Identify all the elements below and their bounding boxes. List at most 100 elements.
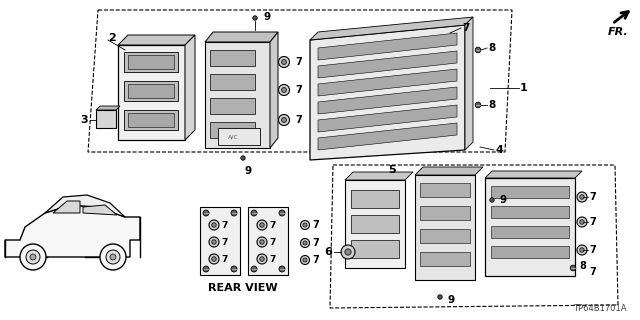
Polygon shape <box>118 45 185 140</box>
Circle shape <box>257 237 267 247</box>
Polygon shape <box>248 207 288 275</box>
Circle shape <box>106 250 120 264</box>
Circle shape <box>251 266 257 272</box>
Circle shape <box>212 223 216 227</box>
Polygon shape <box>128 55 174 69</box>
Text: 7: 7 <box>269 254 275 263</box>
Circle shape <box>257 220 267 230</box>
Text: 9: 9 <box>263 12 270 22</box>
Text: 9: 9 <box>447 295 454 305</box>
Polygon shape <box>345 172 413 180</box>
Circle shape <box>345 249 351 255</box>
Circle shape <box>260 223 264 227</box>
Text: 7: 7 <box>589 267 596 277</box>
Polygon shape <box>420 229 470 243</box>
Polygon shape <box>53 201 80 213</box>
Text: TP64B1701A: TP64B1701A <box>573 304 627 313</box>
Circle shape <box>253 16 257 20</box>
Circle shape <box>260 240 264 244</box>
Circle shape <box>570 265 576 271</box>
Circle shape <box>301 220 310 229</box>
Circle shape <box>209 237 219 247</box>
Circle shape <box>26 250 40 264</box>
Circle shape <box>490 198 494 202</box>
Polygon shape <box>83 205 117 215</box>
Circle shape <box>475 102 481 108</box>
Polygon shape <box>465 17 473 150</box>
Polygon shape <box>318 33 457 60</box>
Circle shape <box>203 210 209 216</box>
Circle shape <box>282 117 287 123</box>
Polygon shape <box>124 52 178 72</box>
Text: 2: 2 <box>108 33 116 43</box>
Polygon shape <box>200 207 240 275</box>
Circle shape <box>279 210 285 216</box>
Text: 7: 7 <box>295 85 301 95</box>
Polygon shape <box>318 105 457 132</box>
Text: 4: 4 <box>495 145 503 155</box>
Circle shape <box>301 255 310 265</box>
Polygon shape <box>128 113 174 127</box>
Circle shape <box>278 84 289 95</box>
Circle shape <box>577 245 587 255</box>
Circle shape <box>231 266 237 272</box>
Circle shape <box>278 115 289 125</box>
Polygon shape <box>415 175 475 280</box>
Polygon shape <box>5 205 140 257</box>
Polygon shape <box>491 206 569 218</box>
Text: 7: 7 <box>221 220 227 229</box>
Text: 7: 7 <box>312 255 319 265</box>
Text: 7: 7 <box>269 237 275 246</box>
Text: 6: 6 <box>324 247 332 257</box>
Polygon shape <box>491 186 569 198</box>
Circle shape <box>260 257 264 261</box>
Circle shape <box>203 266 209 272</box>
Polygon shape <box>420 183 470 197</box>
Polygon shape <box>351 215 399 233</box>
Polygon shape <box>318 69 457 96</box>
Text: 8: 8 <box>488 43 495 53</box>
Text: A/C: A/C <box>228 134 239 140</box>
Text: 7: 7 <box>589 217 596 227</box>
Circle shape <box>251 210 257 216</box>
Polygon shape <box>491 246 569 258</box>
Circle shape <box>282 88 287 92</box>
Circle shape <box>577 192 587 202</box>
Polygon shape <box>318 51 457 78</box>
Text: 9: 9 <box>500 195 507 205</box>
Circle shape <box>20 244 46 270</box>
Circle shape <box>301 238 310 247</box>
Polygon shape <box>96 106 120 110</box>
Text: 5: 5 <box>388 165 396 175</box>
Polygon shape <box>124 110 178 130</box>
Polygon shape <box>351 190 399 208</box>
Polygon shape <box>118 35 195 45</box>
Text: REAR VIEW: REAR VIEW <box>208 283 278 293</box>
Circle shape <box>241 156 245 160</box>
Polygon shape <box>310 25 465 160</box>
Polygon shape <box>420 206 470 220</box>
Circle shape <box>100 244 126 270</box>
Polygon shape <box>210 98 255 114</box>
Polygon shape <box>318 87 457 114</box>
Text: 7: 7 <box>295 57 301 67</box>
Text: 7: 7 <box>269 220 275 229</box>
Circle shape <box>303 241 307 245</box>
Polygon shape <box>270 32 278 148</box>
Circle shape <box>438 295 442 299</box>
Text: 9: 9 <box>244 166 252 176</box>
Polygon shape <box>96 110 116 128</box>
Polygon shape <box>318 123 457 150</box>
Circle shape <box>303 223 307 227</box>
Polygon shape <box>205 42 270 148</box>
Text: 8: 8 <box>488 100 495 110</box>
Circle shape <box>278 57 289 68</box>
Circle shape <box>279 266 285 272</box>
Circle shape <box>282 60 287 64</box>
Polygon shape <box>128 84 174 98</box>
Circle shape <box>257 254 267 264</box>
Text: 7: 7 <box>295 115 301 125</box>
Text: 7: 7 <box>312 220 319 230</box>
Polygon shape <box>491 226 569 238</box>
Polygon shape <box>45 195 125 217</box>
